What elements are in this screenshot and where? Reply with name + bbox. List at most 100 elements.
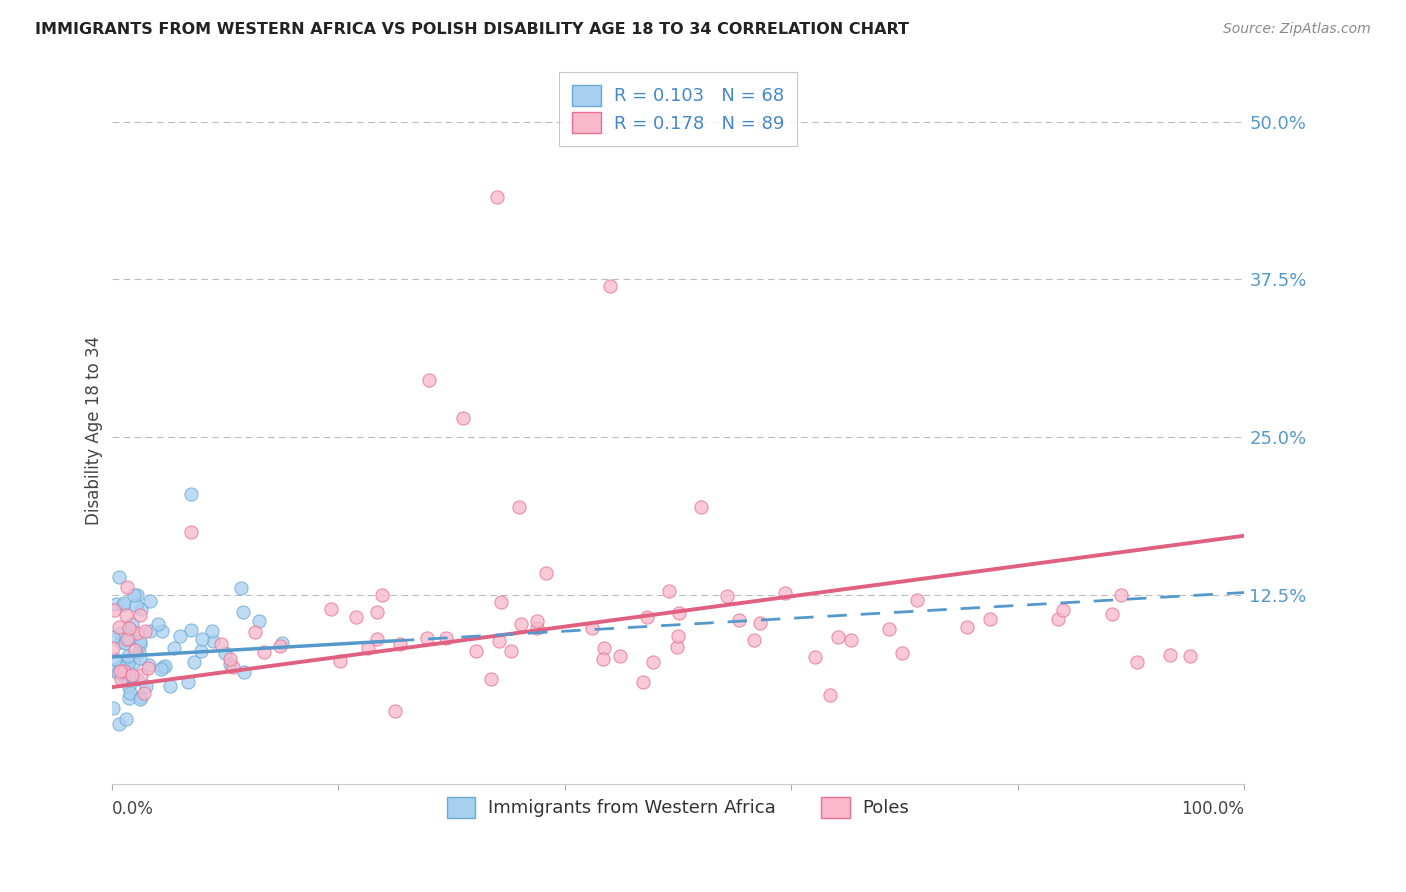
Point (177, 675, 200, 690)
Text: IMMIGRANTS FROM WESTERN AFRICA VS POLISH DISABILITY AGE 18 TO 34 CORRELATION CHA: IMMIGRANTS FROM WESTERN AFRICA VS POLISH… (35, 22, 910, 37)
Point (253, 645, 276, 659)
Point (804, 650, 827, 665)
Point (125, 588, 148, 602)
Point (118, 621, 141, 635)
Point (108, 717, 131, 731)
Point (124, 642, 146, 657)
Point (668, 607, 690, 621)
Point (118, 652, 141, 666)
Point (728, 613, 751, 627)
Y-axis label: Disability Age 18 to 34: Disability Age 18 to 34 (86, 336, 103, 525)
Point (169, 629, 191, 643)
Text: 100.0%: 100.0% (1181, 799, 1244, 818)
Point (773, 586, 796, 600)
Point (129, 636, 152, 650)
Point (135, 679, 157, 693)
Point (150, 624, 173, 638)
Point (231, 605, 253, 619)
Point (118, 632, 141, 646)
Point (356, 640, 378, 655)
Point (526, 614, 548, 628)
Point (114, 712, 136, 726)
Point (110, 660, 132, 674)
Text: Source: ZipAtlas.com: Source: ZipAtlas.com (1223, 22, 1371, 37)
Point (956, 620, 979, 634)
Point (103, 631, 125, 645)
Point (877, 623, 900, 637)
Point (269, 639, 291, 653)
Point (222, 660, 245, 674)
Point (366, 605, 388, 619)
Point (344, 609, 367, 624)
Point (666, 640, 689, 654)
Point (101, 641, 124, 656)
Point (120, 686, 142, 700)
Point (128, 651, 150, 665)
Point (139, 593, 162, 607)
Point (134, 624, 156, 638)
Point (742, 632, 765, 647)
Point (202, 633, 225, 648)
Point (536, 566, 558, 581)
Point (191, 632, 214, 646)
Point (485, 190, 508, 204)
Point (129, 690, 152, 704)
Point (415, 631, 437, 645)
Point (509, 617, 531, 632)
Point (631, 675, 654, 690)
Point (839, 632, 862, 647)
Point (180, 524, 202, 539)
Point (120, 669, 142, 683)
Point (112, 664, 135, 678)
Point (112, 599, 135, 613)
Point (818, 688, 841, 702)
Point (121, 617, 143, 632)
Point (270, 635, 292, 649)
Point (103, 701, 125, 715)
Point (108, 625, 131, 640)
Point (153, 659, 176, 673)
Point (1178, 648, 1201, 663)
Point (139, 624, 162, 638)
Point (159, 679, 181, 693)
Point (749, 616, 772, 631)
Point (117, 691, 139, 706)
Point (148, 616, 170, 631)
Point (689, 500, 711, 514)
Point (104, 597, 127, 611)
Point (138, 660, 160, 674)
Point (219, 652, 242, 666)
Point (115, 632, 138, 647)
Point (110, 634, 132, 648)
Point (129, 668, 152, 682)
Point (243, 625, 266, 640)
Point (214, 646, 236, 660)
Point (117, 656, 139, 670)
Point (112, 596, 135, 610)
Point (592, 640, 614, 655)
Point (370, 588, 392, 602)
Point (636, 609, 658, 624)
Point (103, 603, 125, 617)
Point (451, 411, 474, 425)
Point (108, 620, 131, 634)
Point (827, 630, 849, 644)
Point (666, 629, 689, 643)
Point (108, 665, 131, 679)
Point (112, 670, 135, 684)
Point (122, 588, 145, 602)
Point (716, 589, 738, 603)
Point (1047, 612, 1070, 626)
Point (125, 673, 148, 687)
Point (418, 373, 440, 387)
Point (180, 487, 202, 501)
Point (129, 634, 152, 648)
Point (118, 681, 141, 695)
Point (1101, 607, 1123, 621)
Point (120, 623, 142, 637)
Point (104, 651, 127, 665)
Point (329, 654, 352, 668)
Point (247, 614, 270, 628)
Point (111, 666, 134, 681)
Point (101, 664, 124, 678)
